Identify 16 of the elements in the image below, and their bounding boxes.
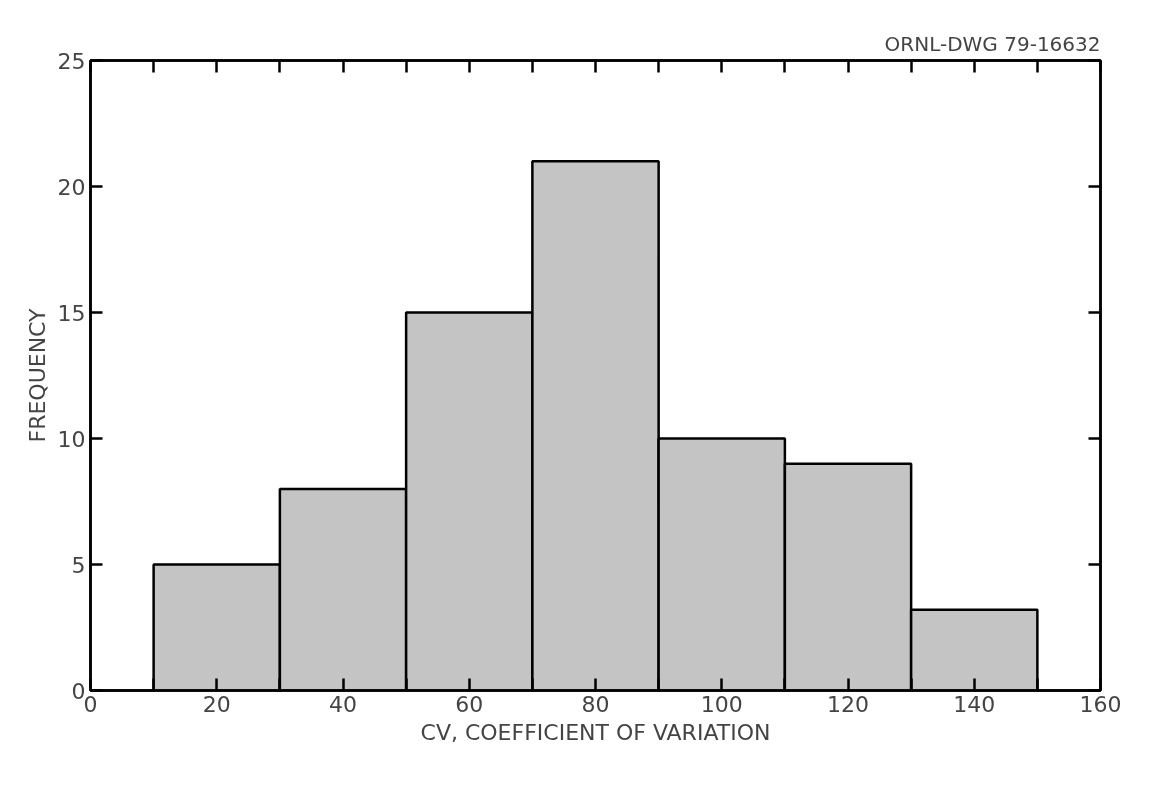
x-tick-label: 140 (953, 691, 996, 717)
y-tick-label: 25 (57, 48, 86, 74)
text: ORNL-DWG 79-16632 (884, 31, 1101, 56)
y-tick-label: 5 (71, 552, 86, 578)
x-tick-label: 160 (1079, 691, 1122, 717)
y-tick-label: 15 (57, 300, 86, 326)
y-tick-label: 10 (57, 426, 86, 452)
x-tick-label: 60 (455, 691, 484, 717)
x-tick-label: 40 (329, 691, 357, 717)
x-axis-title: CV, COEFFICIENT OF VARIATION (420, 719, 771, 745)
x-tick-label: 100 (700, 691, 743, 717)
y-tick-label: 20 (57, 174, 86, 200)
x-tick-label: 120 (827, 691, 869, 717)
x-tick-label: 80 (581, 691, 610, 717)
x-tick-label: 20 (202, 691, 231, 717)
y-axis-title: FREQUENCY (24, 307, 50, 443)
